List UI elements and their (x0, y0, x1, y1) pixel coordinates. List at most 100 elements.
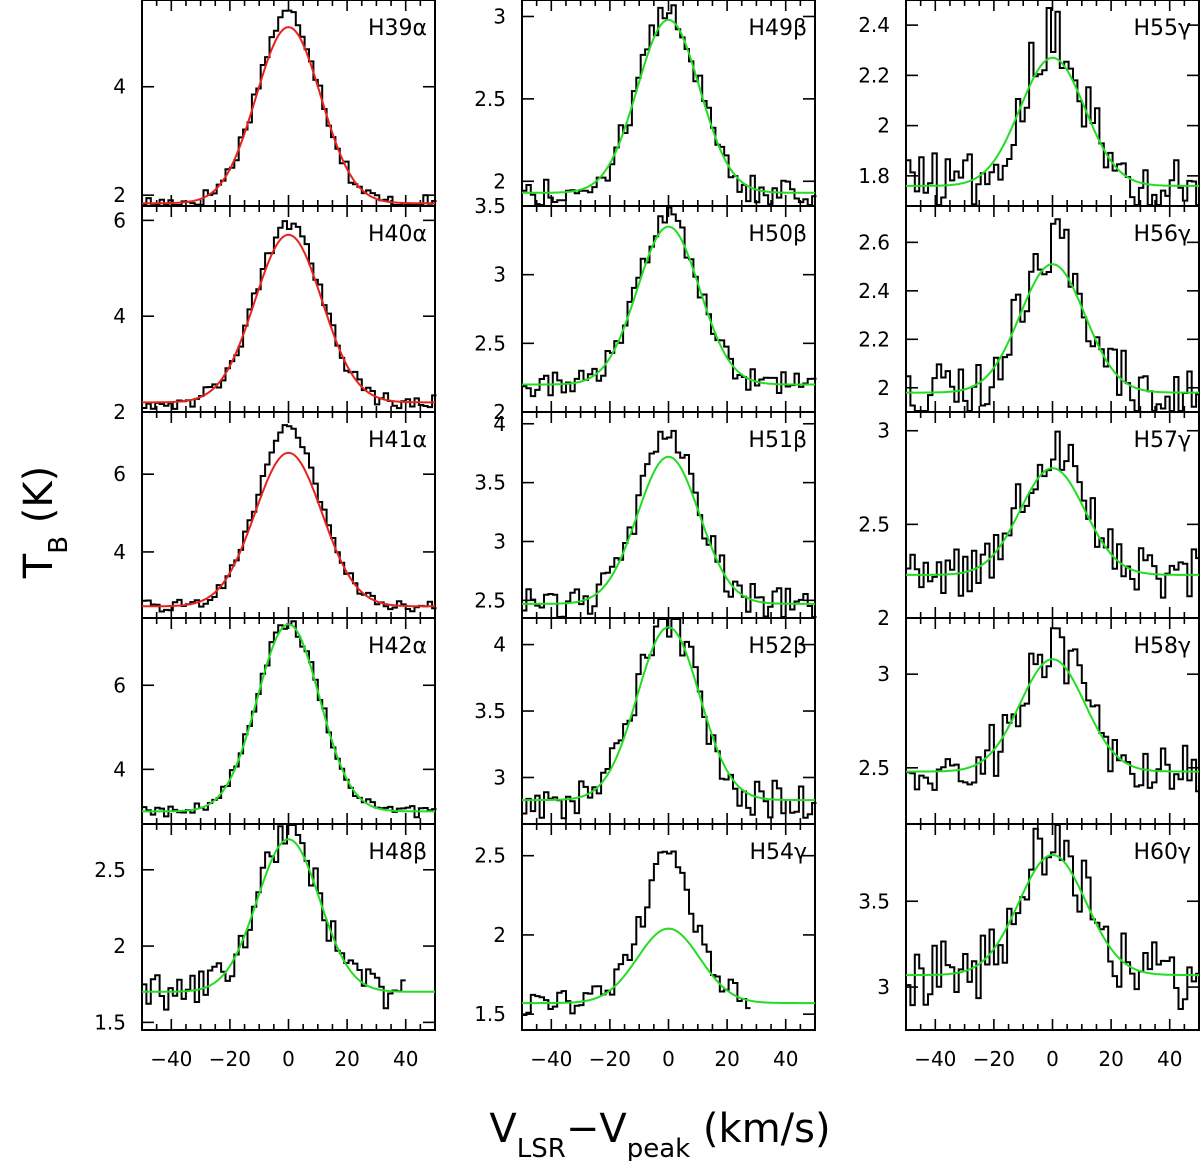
x-tick-label: 40 (1157, 1047, 1182, 1071)
gaussian-fit-line (906, 658, 1199, 773)
y-tick-label: 6 (113, 462, 126, 486)
y-tick-label: 3 (493, 765, 506, 789)
panel-3: 4 6 H42α (113, 617, 437, 825)
panel-9: 1.5 2 2.5 H54γ −40 −20 0 20 40 (474, 823, 816, 1071)
gaussian-fit-line (142, 26, 435, 205)
x-tick-label: −40 (914, 1047, 956, 1071)
y-tick-label: 2 (877, 606, 890, 630)
x-tick-label: 20 (1098, 1047, 1123, 1071)
x-axis-title: VLSR−Vpeak (km/s) (489, 1106, 830, 1161)
panel-line-label: H58γ (1133, 634, 1191, 659)
panel-12: 2 2.5 3 H57γ (858, 411, 1200, 630)
y-tick-label: 2 (877, 376, 890, 400)
panel-1: 2 4 6 H40α (113, 205, 437, 424)
y-tick-label: 2.5 (474, 331, 506, 355)
y-axis-title-text: TB (K) (16, 466, 74, 579)
gaussian-fit-line (522, 225, 815, 386)
panel-line-label: H39α (368, 16, 427, 41)
panel-line-label: H48β (368, 840, 427, 865)
panel-0: 2 4 H39α (113, 0, 437, 207)
spectrum-line (906, 627, 1200, 793)
x-tick-label: 40 (773, 1047, 798, 1071)
panel-8: 3 3.5 4 H52β (474, 617, 817, 825)
panel-line-label: H41α (368, 428, 427, 453)
x-axis-title-text: VLSR−Vpeak (km/s) (489, 1106, 830, 1161)
y-tick-label: 2.5 (474, 87, 506, 111)
y-tick-label: 1.8 (858, 164, 890, 188)
y-tick-label: 2.5 (474, 588, 506, 612)
x-tick-label: −20 (209, 1047, 251, 1071)
y-tick-label: 4 (113, 540, 126, 564)
x-tick-label: 0 (1046, 1047, 1059, 1071)
y-tick-label: 1.5 (474, 1002, 506, 1026)
x-tick-label: 40 (393, 1047, 418, 1071)
panel-line-label: H57γ (1133, 428, 1191, 453)
y-tick-label: 3 (493, 263, 506, 287)
x-tick-label: 0 (662, 1047, 675, 1071)
panel-line-label: H51β (748, 428, 807, 453)
y-tick-label: 3 (493, 4, 506, 28)
y-tick-label: 2 (493, 169, 506, 193)
panel-7: 2.5 3 3.5 4 H51β (474, 411, 817, 619)
y-tick-label: 3 (877, 975, 890, 999)
gaussian-fit-line (142, 233, 435, 404)
panel-line-label: H40α (368, 222, 427, 247)
y-tick-label: 3 (877, 662, 890, 686)
y-tick-label: 4 (493, 633, 506, 657)
y-tick-label: 1.5 (94, 1010, 126, 1034)
y-tick-label: 2.5 (94, 858, 126, 882)
gaussian-fit-line (906, 853, 1199, 977)
y-tick-label: 4 (113, 304, 126, 328)
gaussian-fit-line (522, 626, 815, 802)
y-tick-label: 2 (493, 923, 506, 947)
panel-line-label: H52β (748, 634, 807, 659)
gaussian-fit-line (906, 263, 1199, 394)
x-tick-label: 20 (714, 1047, 739, 1071)
x-tick-label: 20 (334, 1047, 359, 1071)
y-tick-label: 4 (113, 75, 126, 99)
y-tick-label: 3 (493, 529, 506, 553)
panel-6: 2 2.5 3 3.5 H50β (474, 194, 817, 424)
panel-4: 1.5 2 2.5 H48β −40 −20 0 20 40 (94, 823, 436, 1071)
panel-13: 2.5 3 H58γ (858, 617, 1200, 825)
gaussian-fit-line (522, 927, 815, 1005)
y-tick-label: 2.5 (858, 512, 890, 536)
y-axis-title: TB (K) (16, 466, 74, 579)
spectrum-line (522, 429, 817, 618)
x-tick-label: −20 (589, 1047, 631, 1071)
panel-line-label: H54γ (749, 840, 807, 865)
panel-line-label: H56γ (1133, 222, 1191, 247)
gaussian-fit-line (522, 455, 815, 605)
y-tick-label: 3.5 (474, 194, 506, 218)
y-tick-label: 2 (493, 400, 506, 424)
y-tick-label: 3.5 (474, 699, 506, 723)
y-tick-label: 3.5 (474, 471, 506, 495)
y-tick-label: 2 (877, 114, 890, 138)
gaussian-fit-line (906, 56, 1199, 187)
y-tick-label: 3 (877, 419, 890, 443)
panel-line-label: H42α (368, 634, 427, 659)
gaussian-fit-line (142, 838, 435, 993)
spectrum-line (906, 430, 1200, 599)
x-tick-label: −40 (530, 1047, 572, 1071)
gaussian-fit-line (142, 623, 435, 813)
y-tick-label: 2.5 (858, 756, 890, 780)
y-tick-label: 2.2 (858, 63, 890, 87)
y-tick-label: 2 (113, 934, 126, 958)
panel-14: 3 3.5 H60γ −40 −20 0 20 40 (858, 823, 1200, 1071)
spectrum-line (906, 218, 1200, 412)
panels-group: 24H39α246H40α46H41α46H42α1.522.5H48β−40−… (94, 0, 1200, 1071)
y-tick-label: 2 (113, 400, 126, 424)
spectrum-line (142, 824, 406, 1011)
panel-5: 2 2.5 3 H49β (474, 0, 817, 207)
y-tick-label: 2.5 (474, 844, 506, 868)
spectrum-line (522, 206, 817, 398)
y-tick-label: 4 (493, 412, 506, 436)
y-tick-label: 3.5 (858, 889, 890, 913)
spectrum-line (522, 850, 751, 1016)
panel-line-label: H50β (748, 222, 807, 247)
gaussian-fit-line (522, 18, 815, 194)
y-tick-label: 6 (113, 673, 126, 697)
panel-11: 2 2.2 2.4 2.6 H56γ (858, 205, 1200, 413)
panel-line-label: H60γ (1133, 840, 1191, 865)
